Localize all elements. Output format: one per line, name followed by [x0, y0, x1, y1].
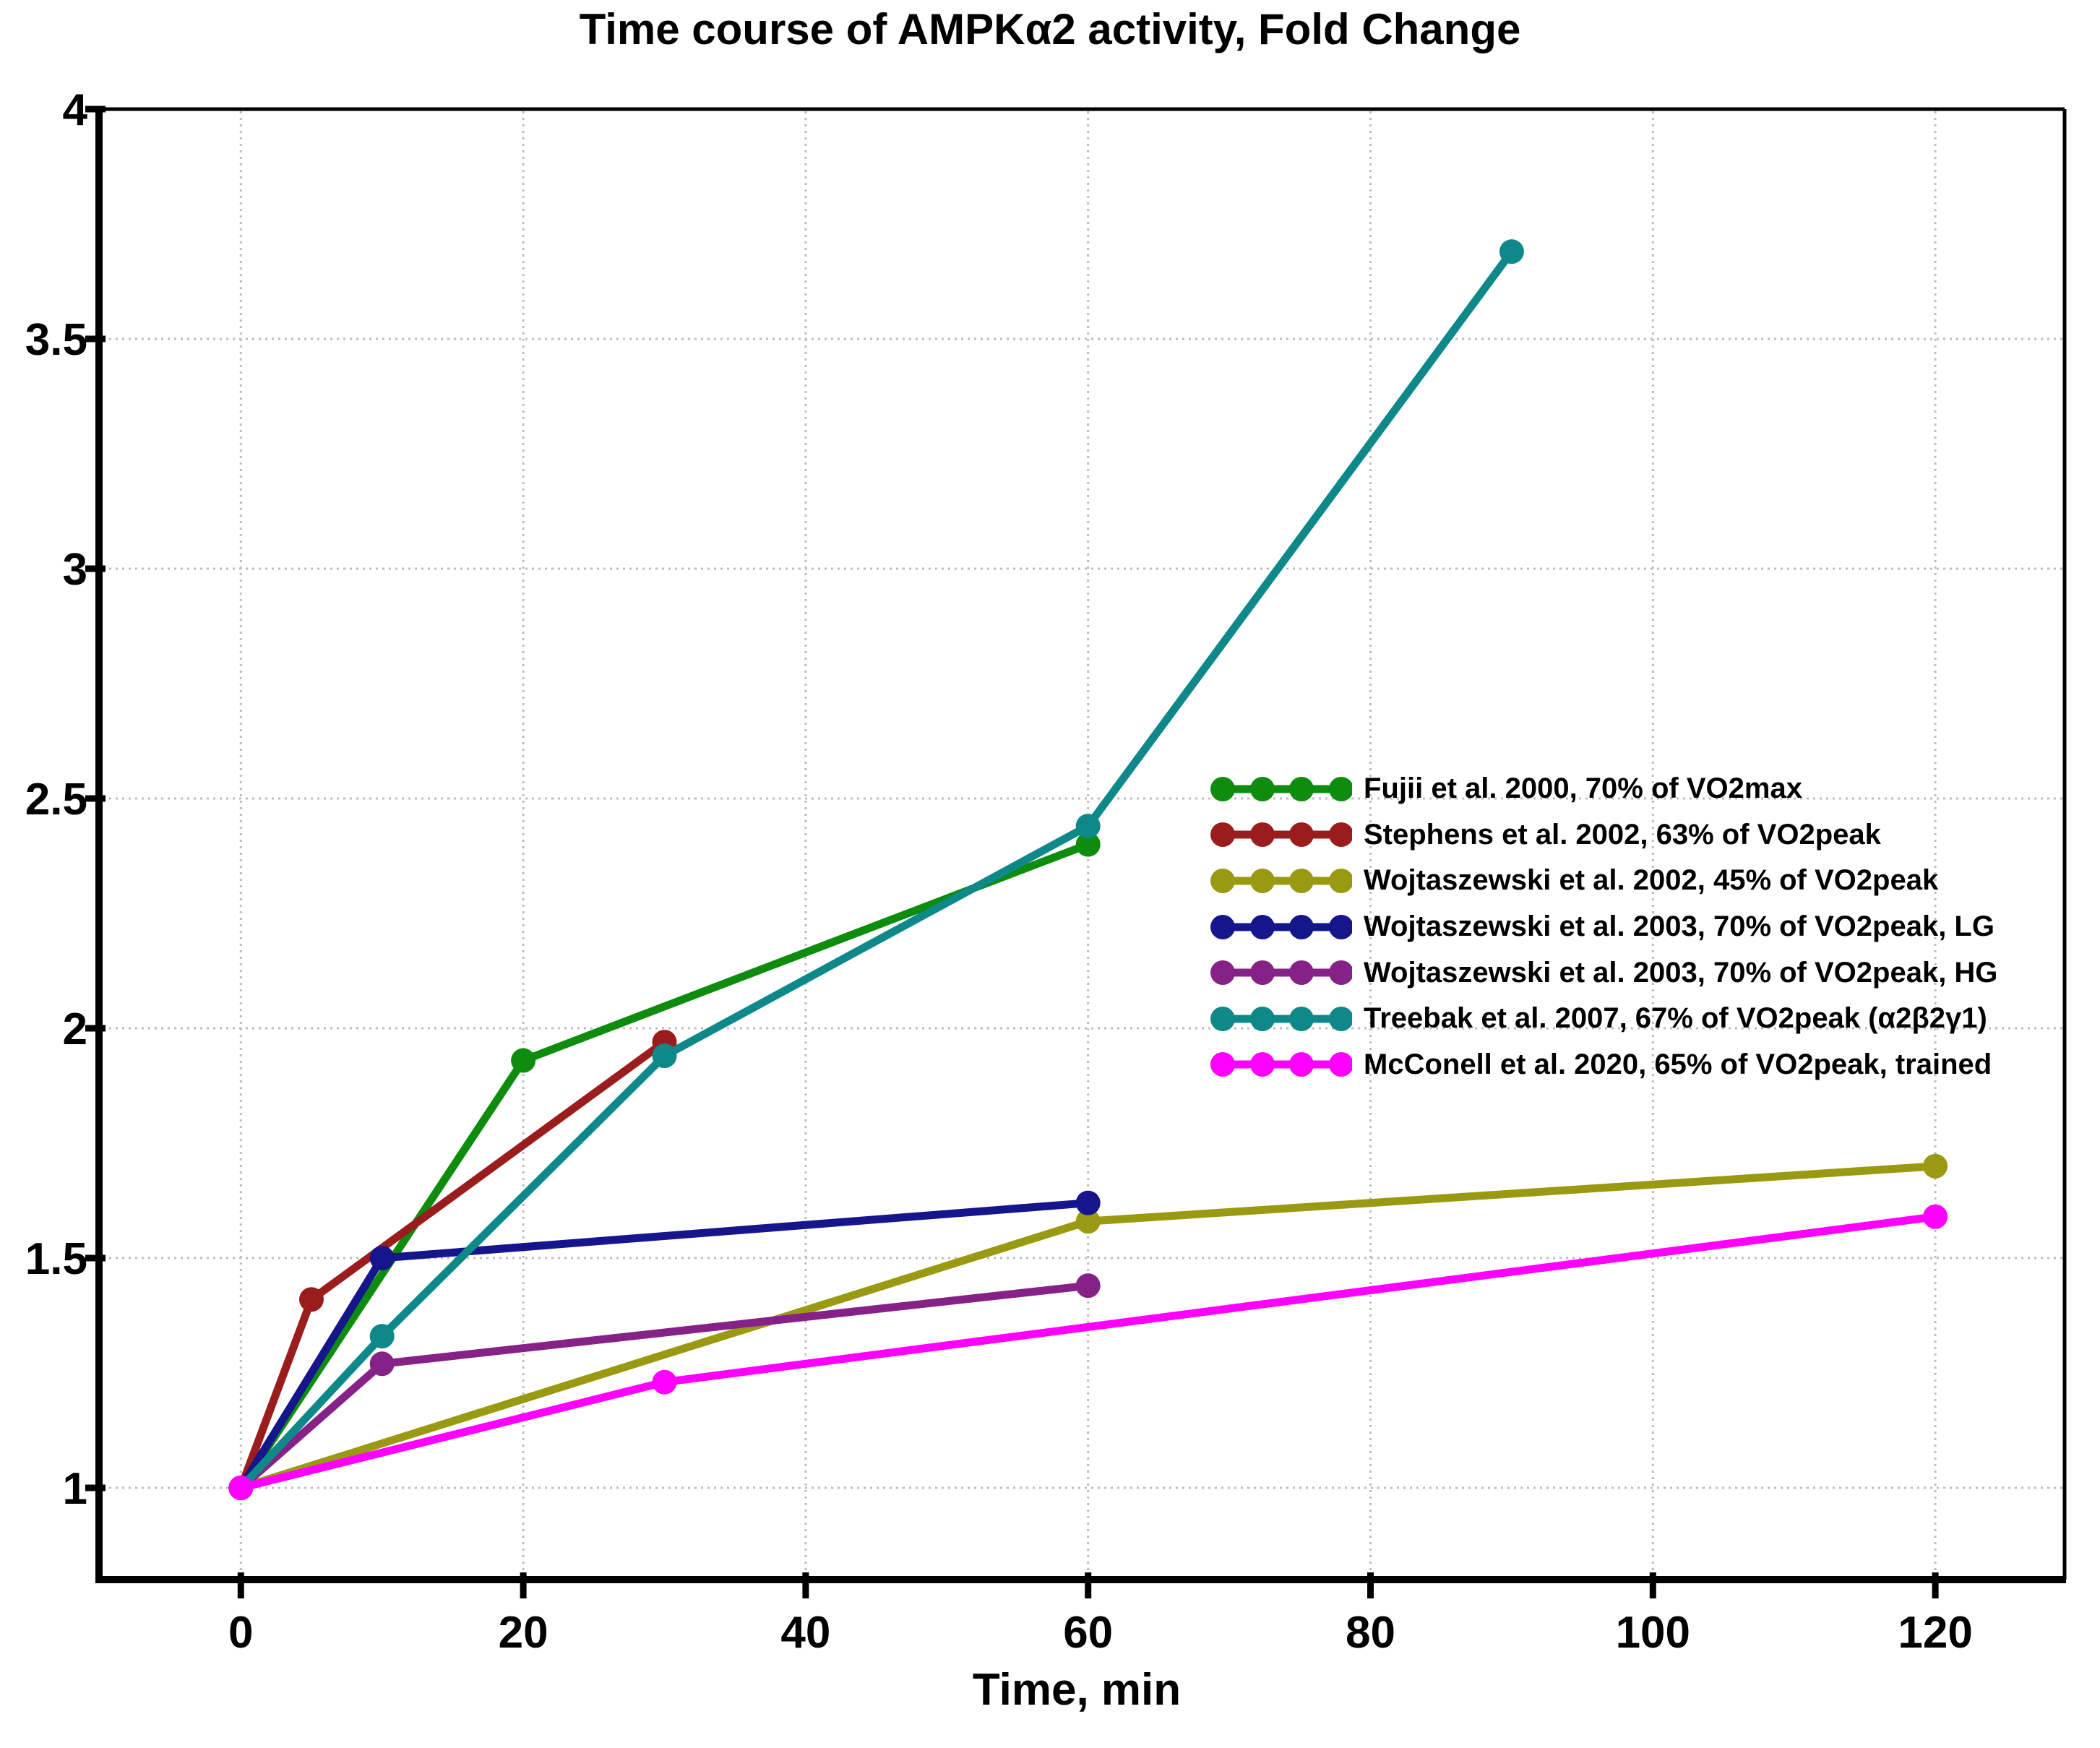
legend-label: Stephens et al. 2002, 63% of VO2peak — [1364, 818, 1881, 851]
axis-tick-labels: 11.522.533.540 20 40 60 80 100 120 — [25, 85, 1973, 1658]
y-tick-label: 1 — [63, 1464, 87, 1514]
legend-entry: Wojtaszewski et al. 2003, 70% of VO2peak… — [1210, 950, 1997, 996]
data-point — [1075, 1273, 1101, 1299]
chart-title: Time course of AMPKα2 activity, Fold Cha… — [579, 5, 1521, 53]
legend-entry: Wojtaszewski et al. 2002, 45% of VO2peak — [1210, 858, 1997, 904]
data-point — [1499, 239, 1524, 264]
legend-dot — [1250, 868, 1275, 893]
plot-frame — [95, 107, 2067, 1583]
series-6 — [228, 1204, 1948, 1500]
data-point — [1075, 1209, 1101, 1234]
legend-entry: Wojtaszewski et al. 2003, 70% of VO2peak… — [1210, 904, 1997, 950]
legend-dot — [1289, 822, 1314, 848]
legend-marker-icon — [1210, 1052, 1352, 1077]
series-0 — [228, 832, 1101, 1500]
y-tick-label: 1.5 — [25, 1234, 87, 1284]
legend: Fujii et al. 2000, 70% of VO2max Stephens… — [1210, 766, 1997, 1088]
data-point — [369, 1246, 395, 1270]
legend-dot — [1210, 1052, 1235, 1077]
legend-dot — [1329, 960, 1352, 986]
y-tick-label: 3.5 — [25, 315, 87, 365]
legend-dot — [1329, 914, 1352, 939]
legend-dot — [1210, 1006, 1235, 1031]
legend-entry: Treebak et al. 2007, 67% of VO2peak (α2β… — [1210, 996, 1997, 1042]
data-point — [1075, 814, 1101, 839]
data-point — [511, 1048, 536, 1073]
legend-dot — [1250, 1052, 1275, 1077]
legend-label: Wojtaszewski et al. 2003, 70% of VO2peak… — [1364, 910, 1994, 943]
legend-dot — [1289, 960, 1314, 986]
legend-dot — [1210, 822, 1235, 848]
data-point — [299, 1287, 324, 1312]
legend-dot — [1250, 960, 1275, 986]
data-point — [1923, 1153, 1948, 1179]
legend-dot — [1289, 914, 1314, 939]
x-tick-label: 120 — [1898, 1608, 1972, 1658]
data-point — [652, 1369, 677, 1395]
y-tick-label: 4 — [63, 85, 88, 135]
x-tick-label: 20 — [499, 1608, 548, 1658]
data-point — [1075, 832, 1101, 857]
data-point — [1923, 1204, 1948, 1229]
legend-dot — [1289, 1006, 1314, 1031]
data-point — [228, 1476, 254, 1500]
legend-label: Fujii et al. 2000, 70% of VO2max — [1364, 772, 1802, 805]
data-point — [652, 1043, 677, 1069]
legend-dot — [1210, 914, 1235, 939]
legend-dot — [1210, 776, 1235, 801]
legend-label: Wojtaszewski et al. 2002, 45% of VO2peak — [1364, 864, 1939, 897]
legend-dot — [1250, 914, 1275, 939]
legend-entry: McConell et al. 2020, 65% of VO2peak, tr… — [1210, 1042, 1997, 1088]
x-tick-label: 0 — [228, 1608, 253, 1658]
legend-dot — [1329, 1052, 1352, 1077]
legend-dot — [1210, 868, 1235, 893]
legend-marker-icon — [1210, 914, 1352, 939]
legend-marker-icon — [1210, 960, 1352, 986]
legend-marker-icon — [1210, 822, 1352, 848]
legend-dot — [1289, 868, 1314, 893]
legend-marker-icon — [1210, 776, 1352, 801]
legend-dot — [1329, 1006, 1352, 1031]
legend-dot — [1289, 776, 1314, 801]
x-tick-label: 60 — [1063, 1608, 1113, 1658]
legend-dot — [1250, 1006, 1275, 1031]
axis-ticks — [85, 106, 1939, 1598]
y-tick-label: 3 — [63, 545, 87, 595]
legend-label: Wojtaszewski et al. 2003, 70% of VO2peak… — [1364, 956, 1998, 989]
legend-entry: Stephens et al. 2002, 63% of VO2peak — [1210, 812, 1997, 858]
legend-label: Treebak et al. 2007, 67% of VO2peak (α2β… — [1364, 1002, 1987, 1035]
legend-dot — [1289, 1052, 1314, 1077]
legend-dot — [1329, 776, 1352, 801]
data-point — [1075, 1190, 1101, 1215]
legend-label: McConell et al. 2020, 65% of VO2peak, tr… — [1364, 1048, 1992, 1080]
legend-dot — [1250, 776, 1275, 801]
x-tick-label: 40 — [780, 1608, 830, 1658]
legend-marker-icon — [1210, 868, 1352, 893]
y-tick-label: 2.5 — [25, 775, 87, 825]
data-point — [369, 1324, 395, 1349]
y-tick-label: 2 — [63, 1004, 87, 1054]
x-axis-title: Time, min — [972, 1665, 1182, 1715]
legend-dot — [1250, 822, 1275, 848]
legend-entry: Fujii et al. 2000, 70% of VO2max — [1210, 766, 1997, 812]
data-point — [369, 1351, 395, 1377]
x-tick-label: 100 — [1616, 1608, 1690, 1658]
legend-marker-icon — [1210, 1006, 1352, 1031]
x-tick-label: 80 — [1346, 1608, 1395, 1658]
legend-dot — [1329, 822, 1352, 848]
legend-dot — [1329, 868, 1352, 893]
legend-dot — [1210, 960, 1235, 986]
